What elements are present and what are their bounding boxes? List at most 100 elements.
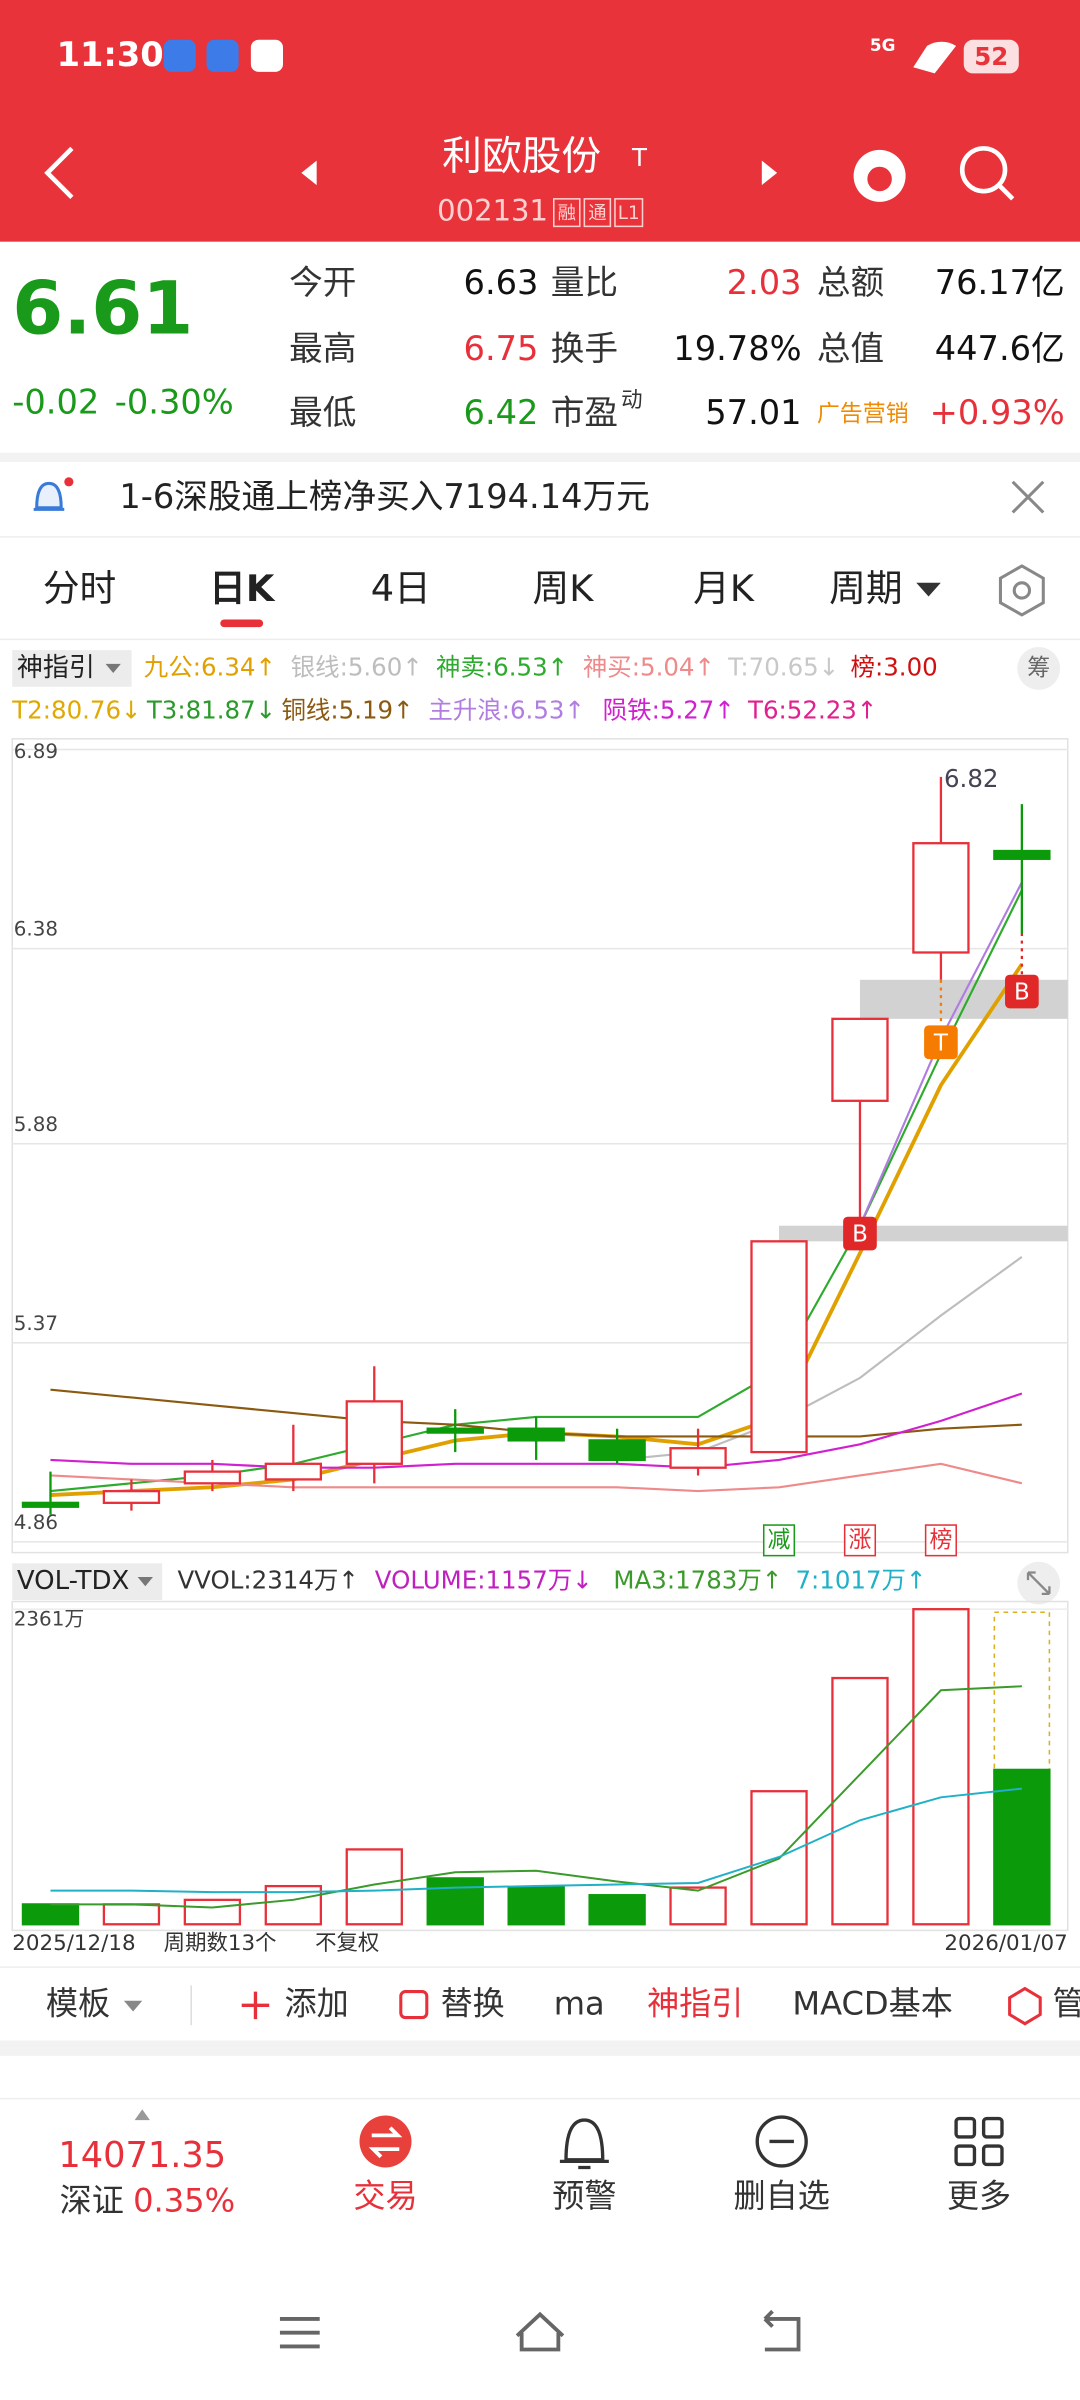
candle-body xyxy=(831,1017,889,1102)
remove-icon[interactable] xyxy=(755,2115,808,2168)
status-icon xyxy=(206,39,239,72)
back-nav-button[interactable] xyxy=(763,2309,801,2352)
indicator-value: 主升浪:6.53↑ xyxy=(428,695,585,724)
tab[interactable]: 分时 xyxy=(43,567,116,610)
y-tick-label: 2361万 xyxy=(14,1607,84,1630)
tab[interactable]: 周K xyxy=(533,567,595,610)
stat-value: +0.93% xyxy=(930,393,1065,432)
signal-marker-label: T xyxy=(933,1030,949,1056)
signal-box xyxy=(924,1524,957,1557)
signal-label: 涨 xyxy=(848,1527,871,1553)
volume-bar xyxy=(588,1894,646,1926)
tag-box xyxy=(583,198,612,228)
stat-label: 最低 xyxy=(289,393,356,432)
toolbar: 模板 添加 替换 ma 神指引 MACD基本 管 xyxy=(46,1984,1080,2026)
volume-panel: VOL-TDX VVOL:2314万↑ VOLUME:1157万↓ MA3:1783万… xyxy=(11,1561,1069,1956)
more-cell xyxy=(981,2144,1004,2167)
status-network: 5G xyxy=(870,35,896,55)
stat-value: 447.6亿 xyxy=(935,329,1065,368)
wifi-icon xyxy=(913,41,957,74)
signal-box xyxy=(762,1524,796,1557)
notice-icon xyxy=(33,481,65,511)
y-tick-label: 5.37 xyxy=(14,1312,58,1335)
nav-item[interactable]: 预警 xyxy=(552,2177,616,2215)
toolbar-item[interactable]: 添加 xyxy=(285,1984,349,2022)
nav-item[interactable]: 交易 xyxy=(353,2177,417,2215)
signal-marker-label: B xyxy=(852,1222,868,1248)
alert-icon[interactable] xyxy=(559,2118,609,2170)
chart-footer: 不复权 xyxy=(315,1931,379,1956)
toolbar-item[interactable]: 替换 xyxy=(441,1984,505,2022)
nav-item[interactable]: 删自选 xyxy=(734,2177,830,2215)
tab-indicator xyxy=(220,619,264,628)
volume-bar xyxy=(507,1886,565,1926)
stat-label: 换手 xyxy=(551,329,618,368)
tag-box xyxy=(553,198,581,228)
notice-text[interactable]: 1-6深股通上榜净买入7194.14万元 xyxy=(119,477,649,516)
settings-icon[interactable] xyxy=(998,564,1045,617)
signal-marker xyxy=(924,1025,958,1060)
toolbar-item[interactable]: 管 xyxy=(1052,1984,1080,2022)
plot-frame xyxy=(11,1600,1069,1932)
stock-badge: T xyxy=(631,143,648,172)
candle-body xyxy=(507,1427,565,1442)
prev-stock[interactable] xyxy=(301,160,317,186)
candle-body xyxy=(993,849,1051,860)
signal-box xyxy=(843,1524,877,1557)
volume-bar xyxy=(993,1768,1051,1926)
kline-panel: 神指引 筹 九公:6.34↑ 银线:5.60↑ 神卖:6.53↑ 神买:5.04↑ T:70… xyxy=(11,647,1069,1557)
trade-arrows xyxy=(368,2126,403,2159)
toolbar-item[interactable]: MACD基本 xyxy=(792,1984,952,2022)
plot-frame xyxy=(11,738,1069,1554)
indicator-value: 铜线:5.19↑ xyxy=(281,695,413,724)
index-expand[interactable] xyxy=(134,2109,150,2121)
toolbar-item[interactable]: 神指引 xyxy=(647,1984,743,2022)
tab[interactable]: 日K xyxy=(209,567,276,610)
stock-code: 002131 xyxy=(437,194,548,228)
tab[interactable]: 周期 xyxy=(829,567,902,610)
more-icon[interactable] xyxy=(954,2116,1004,2167)
tag-box xyxy=(614,198,644,228)
volume-bar xyxy=(669,1886,727,1926)
battery-level: 52 xyxy=(974,42,1008,71)
volume-bar xyxy=(831,1676,889,1926)
stat-label: 广告营销 xyxy=(817,401,909,427)
toolbar-item[interactable]: 模板 xyxy=(46,1984,110,2022)
indicator-value: VOLUME:1157万↓ xyxy=(375,1566,593,1595)
indicator-name: VOL-TDX xyxy=(17,1566,130,1596)
stat-value: 6.75 xyxy=(464,329,539,368)
indicator-value: VVOL:2314万↑ xyxy=(177,1566,358,1595)
candle-body xyxy=(21,1501,80,1508)
tab[interactable]: 月K xyxy=(693,567,755,610)
candle-body xyxy=(669,1447,727,1469)
signal-label: 减 xyxy=(768,1527,791,1553)
indicator-select[interactable] xyxy=(12,1563,163,1600)
home-button[interactable] xyxy=(515,2311,565,2352)
notice-close[interactable] xyxy=(1011,480,1045,514)
robot-eye xyxy=(867,166,892,192)
next-stock[interactable] xyxy=(761,160,778,186)
back-button[interactable] xyxy=(44,146,74,199)
indicator-value: T3:81.87↓ xyxy=(146,695,276,724)
chip-badge-bg[interactable] xyxy=(1017,647,1061,690)
status-time: 11:30 xyxy=(57,35,164,74)
volume-ma-line xyxy=(50,1787,1022,1894)
volume-bar xyxy=(21,1903,80,1926)
indicator-value: 7:1017万↑ xyxy=(795,1566,926,1595)
search-icon[interactable] xyxy=(959,146,1008,194)
tab[interactable]: 4日 xyxy=(371,567,431,610)
y-tick-label: 6.38 xyxy=(14,918,58,941)
candle-body xyxy=(426,1427,484,1434)
more-cell xyxy=(954,2144,977,2167)
candle-body xyxy=(102,1489,161,1504)
stat-value: 6.63 xyxy=(464,263,539,302)
index-name: 深证 xyxy=(60,2182,124,2220)
toolbar-item[interactable]: ma xyxy=(554,1984,605,2022)
menu-button[interactable] xyxy=(279,2317,320,2349)
indicator-value: 陨铁:5.27↑ xyxy=(603,695,735,724)
candle-body xyxy=(264,1462,323,1481)
add-icon xyxy=(241,1991,270,2020)
nav-item[interactable]: 更多 xyxy=(947,2177,1011,2215)
trade-icon[interactable] xyxy=(359,2115,412,2168)
